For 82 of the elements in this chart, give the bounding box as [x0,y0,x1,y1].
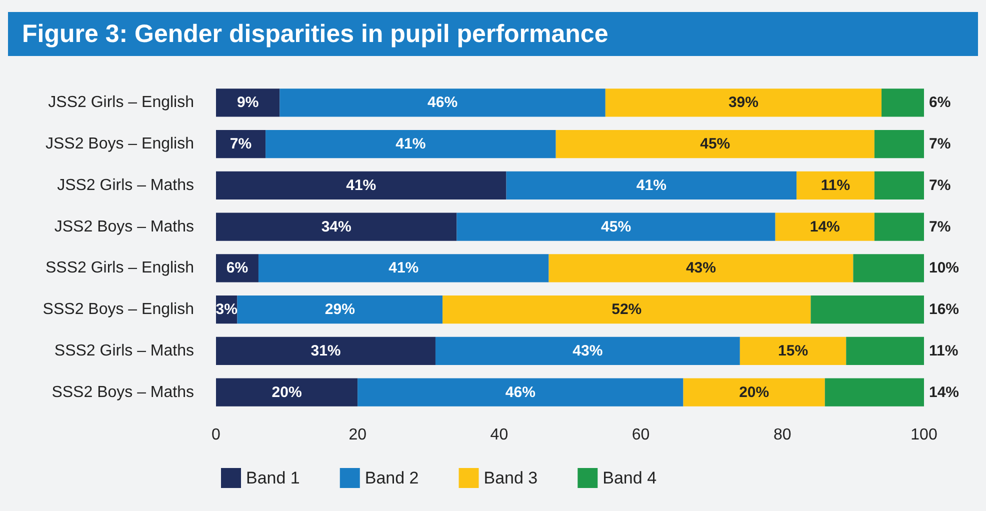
bar [824,378,924,406]
data-label: 31% [310,342,341,360]
data-label: 6% [226,260,248,277]
bar [358,378,684,406]
bar [216,130,266,158]
bar [874,171,924,200]
legend-label: Band 2 [364,468,419,488]
bar [216,336,436,366]
data-label: 6% [929,94,951,112]
legend-label: Band 3 [484,468,538,488]
data-label: 20% [272,384,302,401]
y-tick-label: JSS2 Girls – Maths [57,176,194,194]
bar [548,254,854,282]
y-tick-label: JSS2 Boys – English [45,136,194,153]
data-label: 41% [636,176,666,194]
x-tick-label: 60 [632,426,650,444]
x-tick-label: 80 [774,426,792,444]
data-label: 7% [929,176,951,194]
bar [216,212,457,241]
x-tick-label: 0 [212,426,221,444]
bar [556,130,874,158]
bar [882,88,924,117]
y-tick-label: SSS2 Girls – Maths [54,342,194,360]
bar [435,336,740,366]
bar [846,336,924,366]
data-label: 45% [700,136,730,153]
y-tick-label: JSS2 Girls – English [48,94,194,112]
bar [874,130,924,158]
data-label: 11% [929,342,958,360]
bar [740,336,846,366]
data-label: 9% [237,94,259,112]
bar [810,295,924,324]
bar [442,295,811,324]
data-label: 16% [929,301,960,318]
bar [683,378,825,406]
bar [280,88,606,117]
bar [853,254,924,282]
bar [216,254,258,282]
data-label: 46% [428,94,458,112]
data-label: 43% [572,342,603,360]
bar [237,295,443,324]
bar [216,88,280,117]
bar [796,171,874,200]
bar [874,212,924,241]
data-label: 45% [601,218,632,236]
data-label: 34% [321,218,352,236]
data-label: 3% [216,301,238,318]
data-label: 15% [778,342,808,360]
x-tick-label: 20 [348,426,367,444]
legend-label: Band 4 [602,468,657,488]
data-label: 10% [929,260,960,277]
x-tick-label: 100 [910,426,938,444]
y-tick-label: SSS2 Boys – English [42,301,194,318]
data-label: 29% [324,301,355,318]
data-label: 14% [810,218,840,236]
bar [605,88,882,117]
bar [258,254,549,282]
bar [216,378,358,406]
chart-title: Figure 3: Gender disparities in pupil performance [8,12,978,56]
data-label: 14% [929,384,960,401]
bar [775,212,874,241]
y-tick-label: JSS2 Boys – Maths [54,218,194,236]
legend-label: Band 1 [246,468,300,488]
data-label: 20% [739,384,770,401]
bar [266,130,556,158]
data-label: 41% [346,176,376,194]
data-label: 41% [396,136,426,153]
bar [456,212,776,241]
bar [216,171,506,200]
bar [506,171,797,200]
data-label: 41% [388,260,419,277]
data-label: 43% [686,260,716,277]
data-label: 39% [728,94,758,112]
data-label: 7% [929,218,951,236]
y-tick-label: SSS2 Boys – Maths [52,384,194,401]
data-label: 46% [505,384,536,401]
x-tick-label: 40 [490,426,508,444]
data-label: 11% [820,176,850,194]
data-label: 7% [230,136,252,153]
data-label: 52% [612,301,642,318]
data-label: 7% [929,136,951,153]
y-tick-label: SSS2 Girls – English [45,260,194,277]
